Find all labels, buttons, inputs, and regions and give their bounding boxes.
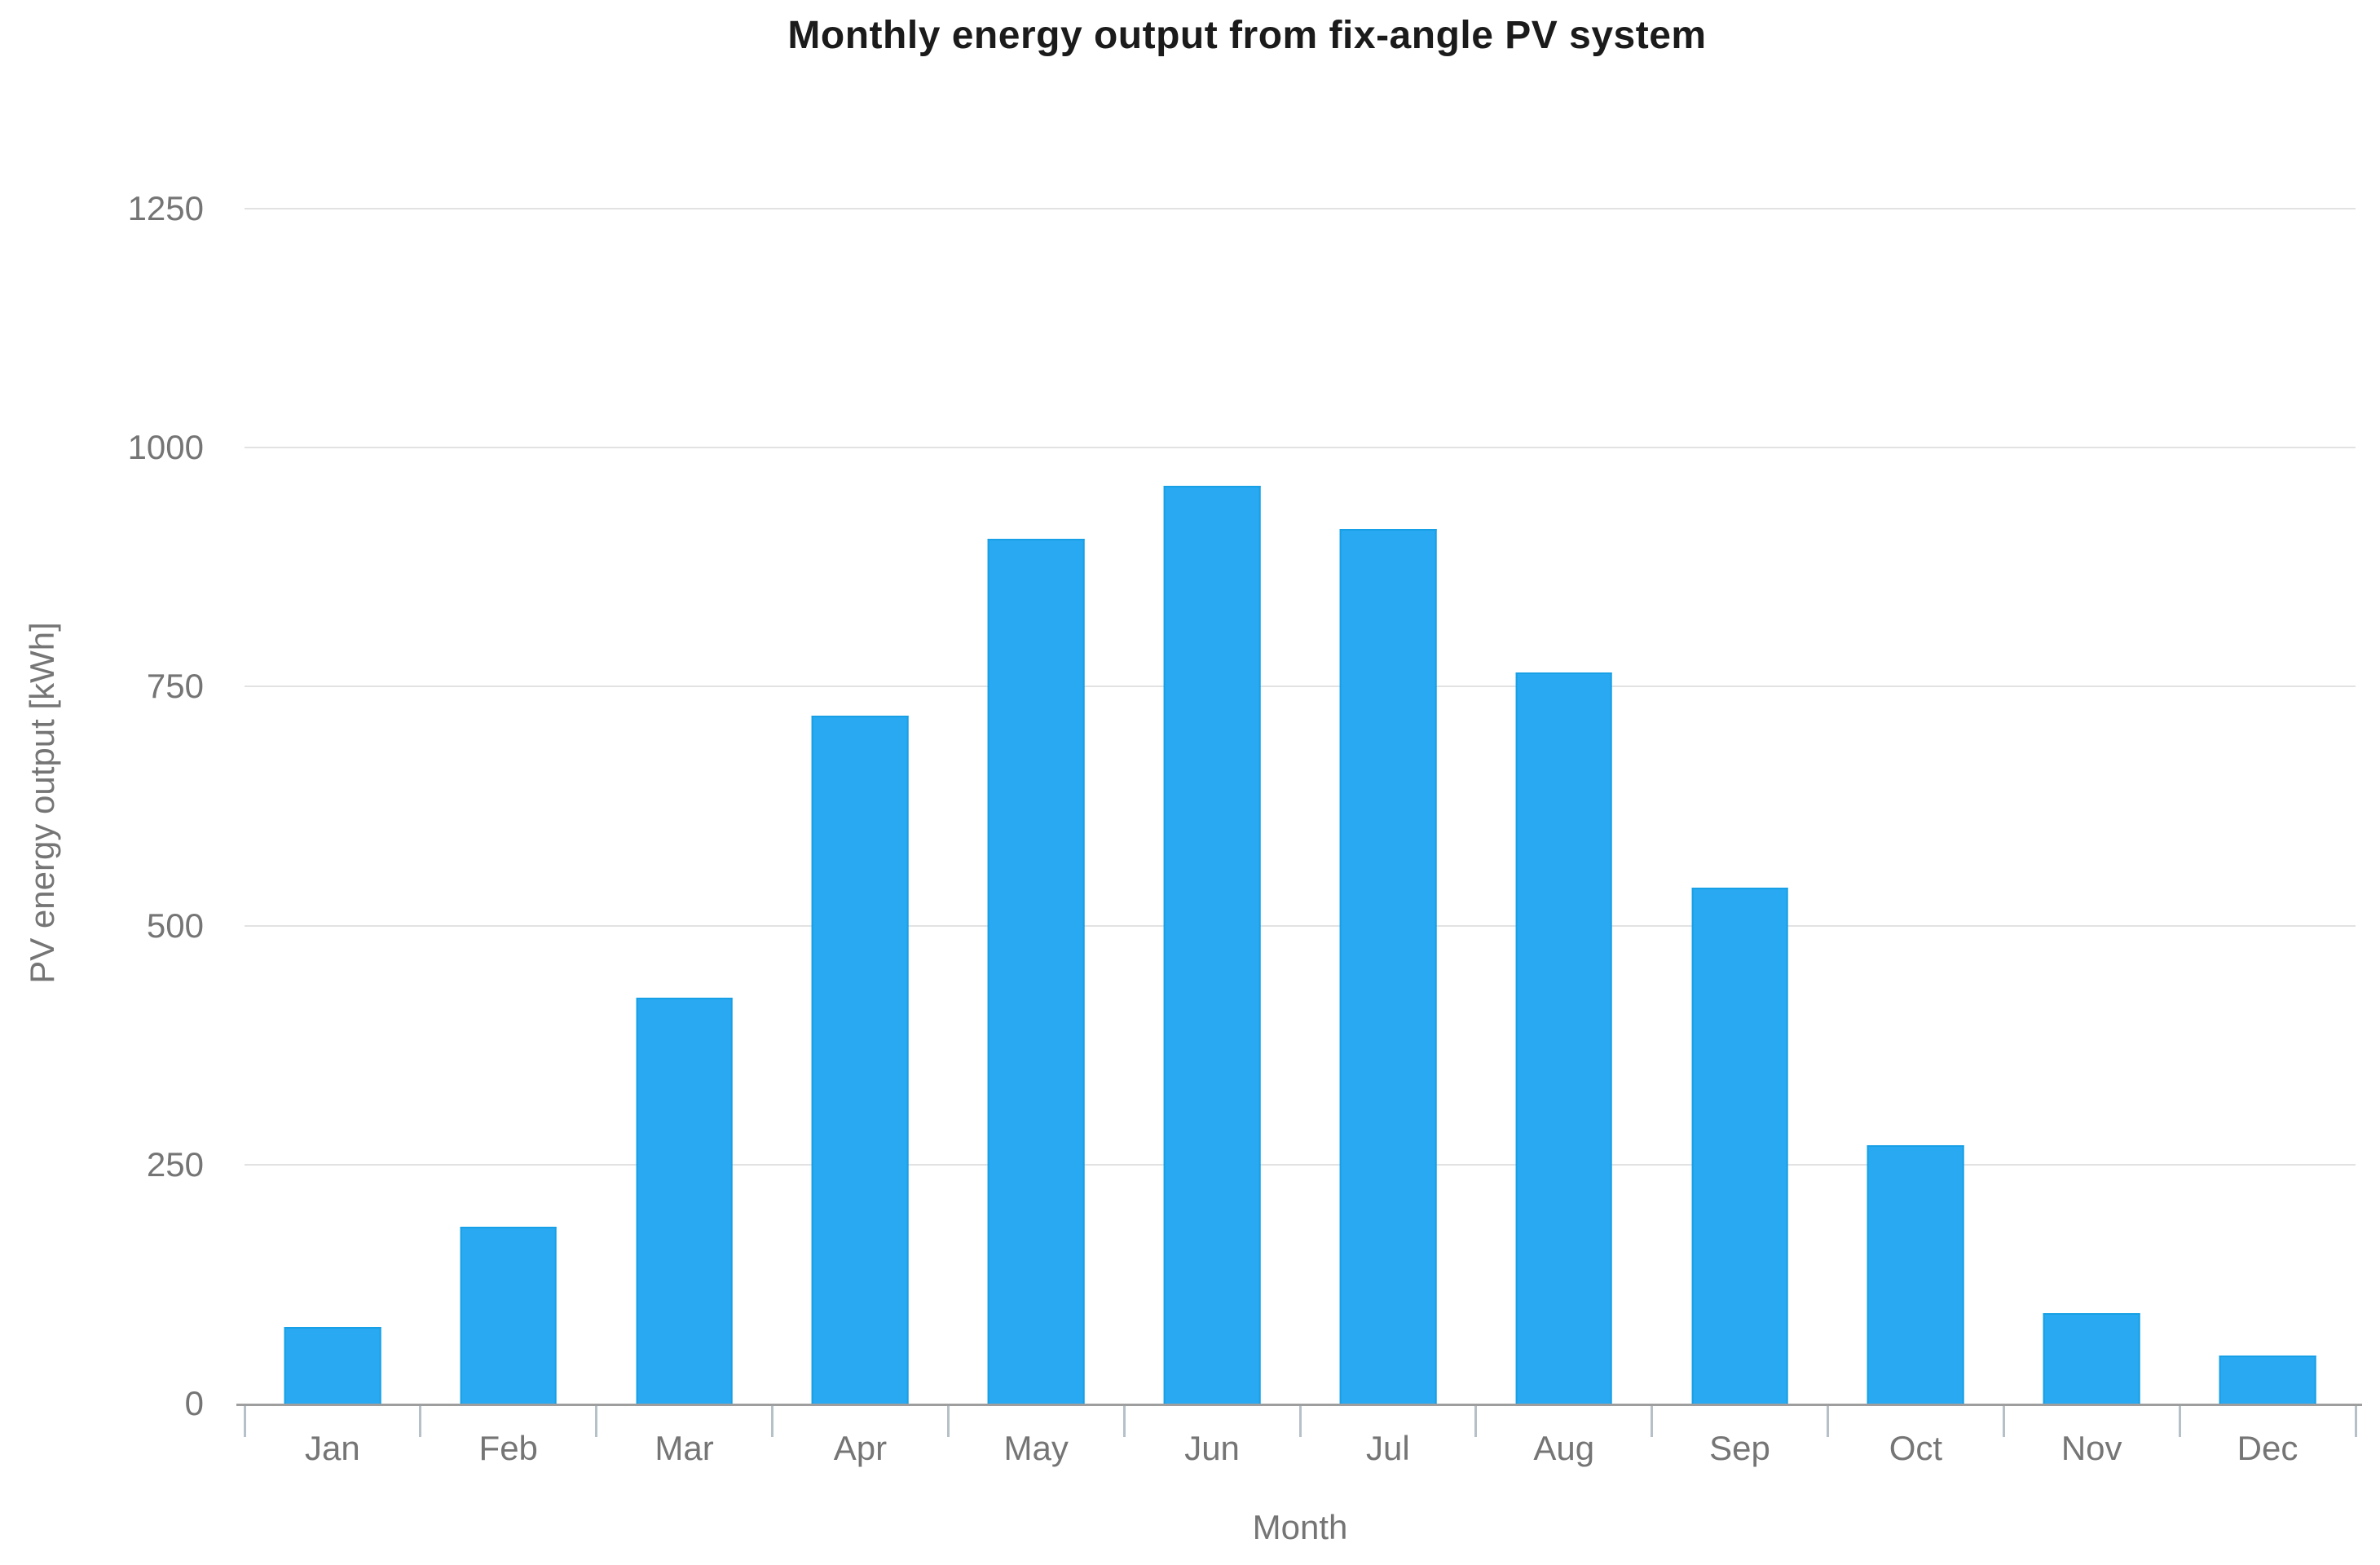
x-tick-mark — [1474, 1406, 1478, 1437]
x-axis-line — [236, 1404, 2362, 1406]
x-tick-label-apr: Apr — [833, 1429, 888, 1467]
x-tick-labels: Jan Feb Mar Apr May Jun Jul Aug Sep Oct Nov Dec — [245, 1428, 2356, 1469]
bar-slot-jul — [1300, 209, 1476, 1404]
bar-feb — [460, 1227, 558, 1404]
x-tick-mark — [2354, 1406, 2357, 1437]
x-tick-label-jan: Jan — [305, 1429, 360, 1467]
gridline-250 — [245, 1163, 2356, 1166]
bar-slot-mar — [597, 209, 773, 1404]
x-tick-mark — [1298, 1406, 1302, 1437]
x-tick-mark — [2178, 1406, 2181, 1437]
bar-jun — [1163, 486, 1261, 1404]
x-tick-label-mar: Mar — [654, 1429, 714, 1467]
bar-slot-sep — [1652, 209, 1828, 1404]
x-tick-mark — [1827, 1406, 1829, 1437]
y-tick-label-1250: 1250 — [127, 189, 204, 227]
bar-jan — [284, 1327, 381, 1404]
bar-slot-may — [948, 209, 1124, 1404]
bar-jul — [1339, 528, 1437, 1404]
y-tick-label-500: 500 — [146, 906, 204, 945]
x-tick-mark — [771, 1406, 774, 1437]
chart-title: Monthly energy output from fix-angle PV … — [787, 14, 1707, 57]
bar-aug — [1515, 672, 1613, 1404]
gridline-500 — [245, 924, 2356, 927]
x-tick-mark — [1122, 1406, 1126, 1437]
x-tick-label-may: May — [1003, 1429, 1069, 1467]
y-tick-label-1000: 1000 — [127, 428, 204, 467]
bar-slot-apr — [772, 209, 948, 1404]
bar-oct — [1867, 1145, 1964, 1404]
gridline-750 — [245, 686, 2356, 688]
x-tick-mark — [1651, 1406, 1654, 1437]
x-tick-mark — [419, 1406, 422, 1437]
x-tick-label-feb: Feb — [478, 1429, 538, 1467]
bar-slot-dec — [2179, 209, 2356, 1404]
bar-slot-aug — [1476, 209, 1652, 1404]
x-tick-label-aug: Aug — [1533, 1429, 1595, 1467]
x-tick-label-oct: Oct — [1889, 1429, 1943, 1467]
gridline-1000 — [245, 447, 2356, 449]
x-tick-mark — [595, 1406, 598, 1437]
y-tick-label-250: 250 — [146, 1144, 204, 1184]
x-tick-label-jun: Jun — [1184, 1429, 1240, 1467]
bar-apr — [812, 715, 909, 1404]
bars-container — [245, 209, 2356, 1404]
x-tick-label-sep: Sep — [1709, 1429, 1770, 1467]
bar-sep — [1691, 887, 1788, 1404]
bar-slot-jan — [245, 209, 421, 1404]
plot-area — [245, 208, 2356, 1404]
x-axis-label: Month — [1252, 1508, 1348, 1546]
bar-dec — [2219, 1356, 2316, 1404]
bar-nov — [2043, 1312, 2140, 1404]
x-tick-label-jul: Jul — [1366, 1429, 1410, 1467]
gridline-1250 — [245, 208, 2356, 209]
x-tick-label-nov: Nov — [2060, 1429, 2122, 1467]
bar-slot-jun — [1124, 209, 1300, 1404]
bar-slot-nov — [2003, 209, 2179, 1404]
bar-slot-feb — [421, 209, 597, 1404]
x-tick-mark — [243, 1406, 246, 1437]
x-tick-label-dec: Dec — [2237, 1429, 2298, 1467]
x-tick-mark — [2002, 1406, 2005, 1437]
bar-slot-oct — [1827, 209, 2003, 1404]
y-tick-label-750: 750 — [146, 667, 204, 706]
y-tick-label-0: 0 — [184, 1384, 204, 1422]
bar-mar — [636, 997, 733, 1404]
x-tick-mark — [946, 1406, 950, 1437]
bar-may — [987, 538, 1085, 1404]
